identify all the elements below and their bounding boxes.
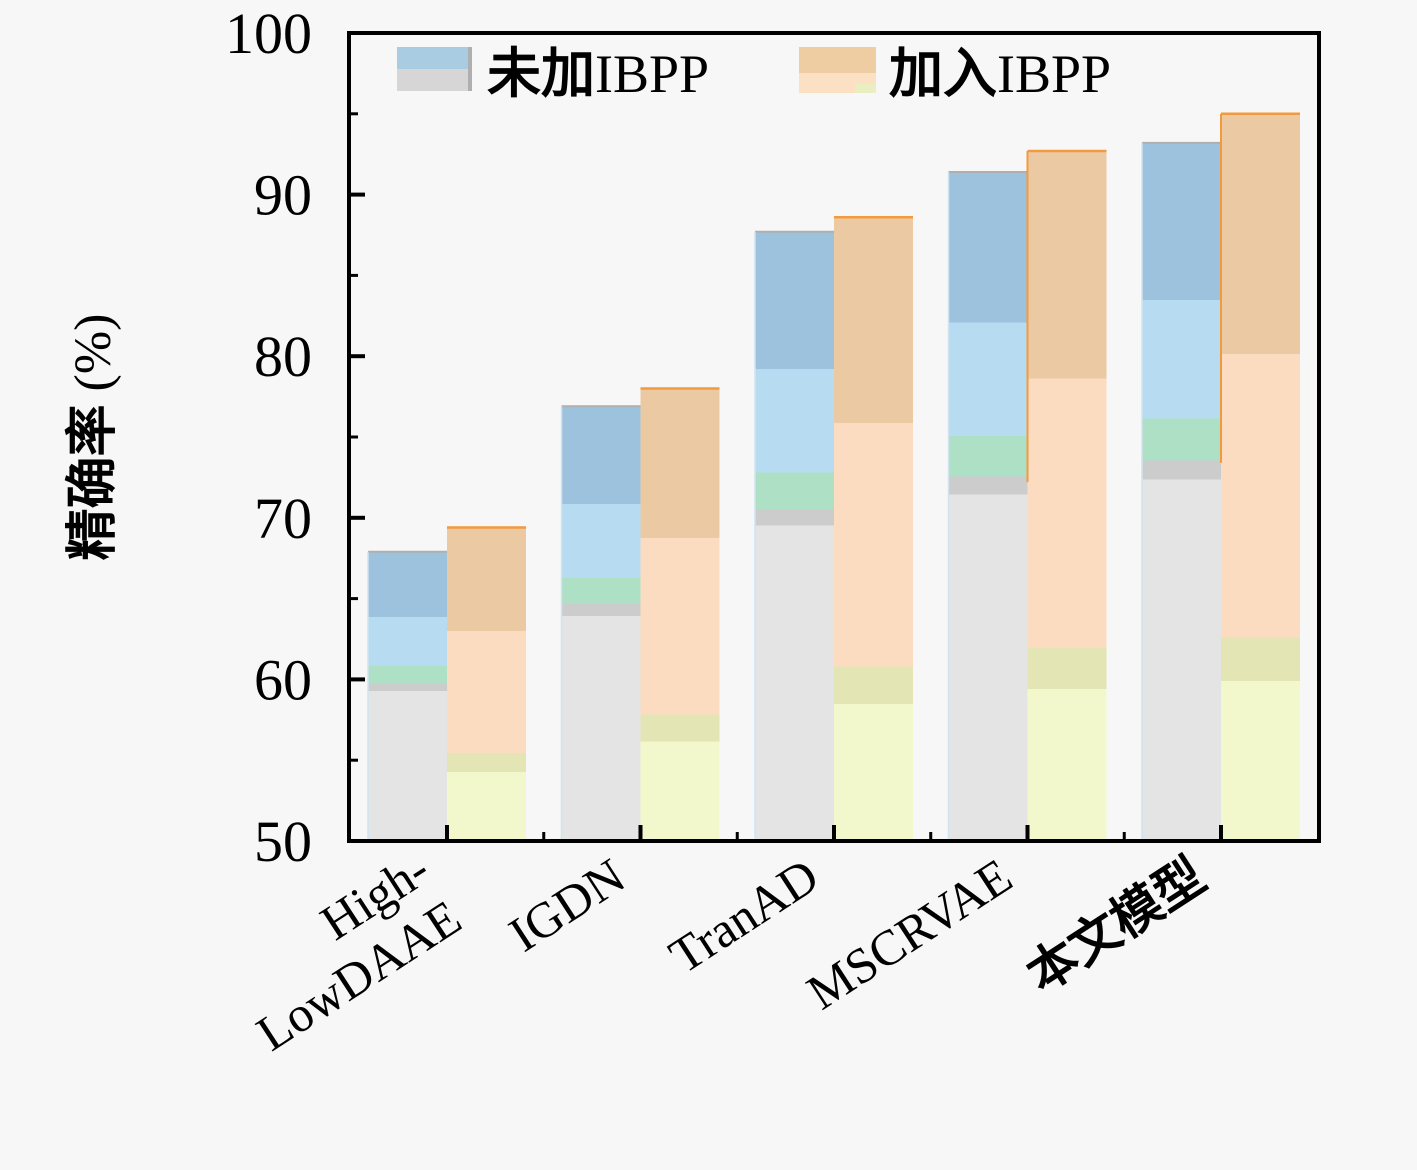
svg-text:100: 100 [225, 1, 312, 66]
svg-text:90: 90 [254, 163, 312, 228]
svg-text:未加IBPP: 未加IBPP [487, 44, 709, 104]
svg-text:70: 70 [254, 486, 312, 551]
svg-text:80: 80 [254, 324, 312, 389]
svg-text:50: 50 [254, 809, 312, 874]
svg-text:精确率 (%): 精确率 (%) [64, 314, 122, 561]
svg-text:60: 60 [254, 647, 312, 712]
svg-text:加入IBPP: 加入IBPP [889, 44, 1111, 104]
